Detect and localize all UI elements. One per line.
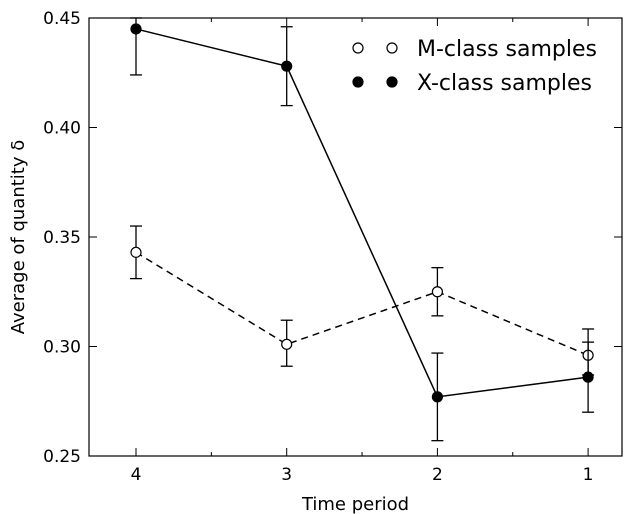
series-1 — [130, 225, 595, 376]
legend: M-class samples X-class samples — [352, 37, 597, 96]
y-tick-label: 0.35 — [43, 228, 81, 248]
series-2 — [130, 17, 595, 442]
legend-label: X-class samples — [417, 71, 592, 96]
legend-marker — [352, 42, 364, 54]
series-line — [135, 251, 589, 356]
y-tick-label: 0.25 — [43, 447, 81, 467]
legend-marker — [352, 76, 364, 88]
legend-marker — [386, 42, 398, 54]
series-line — [135, 28, 589, 398]
x-axis-label: Time period — [301, 494, 409, 514]
x-tick-label: 1 — [583, 465, 594, 485]
data-point — [281, 60, 293, 72]
axis-ticks: 0.25 0.30 0.35 0.40 0.45 4 3 2 1 — [43, 9, 622, 485]
x-tick-label: 2 — [432, 465, 443, 485]
data-point — [431, 391, 443, 403]
y-tick-label: 0.40 — [43, 119, 81, 139]
data-point — [431, 286, 443, 298]
x-tick-label: 4 — [131, 465, 142, 485]
legend-marker — [386, 76, 398, 88]
data-point — [582, 371, 594, 383]
data-point — [281, 338, 293, 350]
y-axis-label: Average of quantity δ — [8, 140, 29, 334]
y-tick-label: 0.45 — [43, 9, 81, 29]
y-tick-label: 0.30 — [43, 338, 81, 358]
legend-label: M-class samples — [417, 37, 597, 62]
series-layer — [130, 17, 595, 442]
x-tick-label: 3 — [281, 465, 292, 485]
data-point — [130, 246, 142, 258]
data-point — [130, 23, 142, 35]
